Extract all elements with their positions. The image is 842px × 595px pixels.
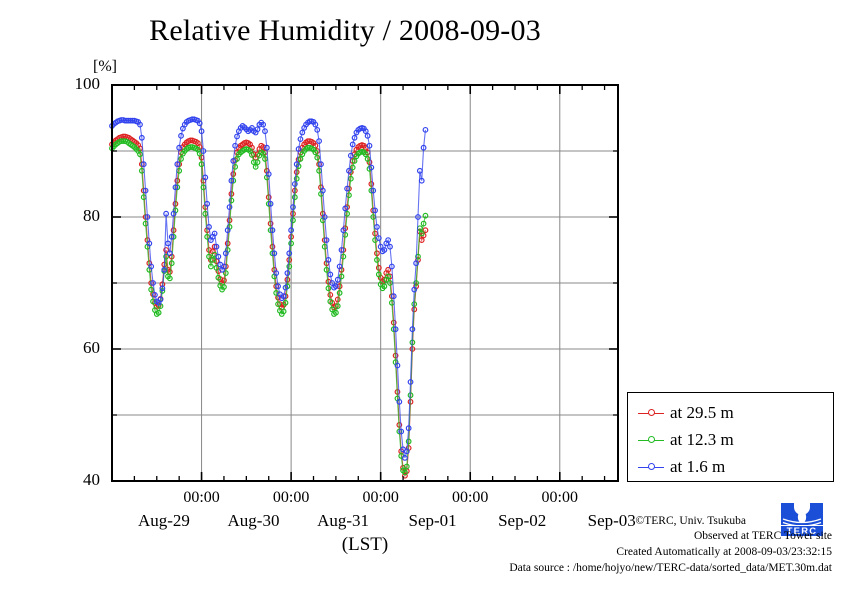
x-tick-date-label: Sep-03 xyxy=(587,511,636,530)
x-tick-date-label: Aug-29 xyxy=(137,511,190,530)
y-tick-label: 60 xyxy=(83,338,100,357)
legend-label: at 12.3 m xyxy=(670,430,734,449)
x-tick-time-label: 00:00 xyxy=(541,489,578,506)
legend-item-1[interactable]: at 12.3 m xyxy=(638,426,734,454)
y-tick-label: 40 xyxy=(83,470,100,489)
footer-line-3: Created Automatically at 2008-09-03/23:3… xyxy=(616,546,832,558)
y-tick-label: 80 xyxy=(83,206,100,225)
x-tick-time-label: 00:00 xyxy=(183,489,220,506)
legend-marker-line-icon xyxy=(638,461,664,473)
x-tick-date-label: Aug-31 xyxy=(317,511,370,530)
svg-text:TERC: TERC xyxy=(787,526,818,537)
x-tick-date-label: Sep-01 xyxy=(408,511,457,530)
y-axis-unit-label: [%] xyxy=(93,58,117,75)
legend-item-0[interactable]: at 29.5 m xyxy=(638,399,734,427)
x-tick-date-label: Aug-30 xyxy=(227,511,280,530)
footer-line-4: Data source : /home/hojyo/new/TERC-data/… xyxy=(509,562,832,574)
x-tick-time-label: 00:00 xyxy=(362,489,399,506)
terc-logo-icon: TERC xyxy=(781,503,823,537)
legend: at 29.5 m at 12.3 m at 1.6 m xyxy=(627,392,834,482)
x-tick-date-label: Sep-02 xyxy=(498,511,547,530)
x-tick-time-label: 00:00 xyxy=(272,489,310,506)
gridlines xyxy=(112,85,618,481)
y-tick-label: 100 xyxy=(74,74,101,93)
legend-marker-line-icon xyxy=(638,434,664,446)
data-series-layer xyxy=(109,116,429,479)
legend-label: at 1.6 m xyxy=(670,457,726,476)
axes-layer xyxy=(111,84,619,482)
legend-label: at 29.5 m xyxy=(670,403,734,422)
x-axis-title: (LST) xyxy=(341,534,389,555)
chart-title: Relative Humidity / 2008-09-03 xyxy=(149,14,541,47)
legend-marker-line-icon xyxy=(638,407,664,419)
legend-item-2[interactable]: at 1.6 m xyxy=(638,453,725,481)
x-tick-time-label: 00:00 xyxy=(451,489,489,506)
footer-line-1: ©TERC, Univ. Tsukuba xyxy=(635,515,746,527)
footer-line-2: Observed at TERC Tower site xyxy=(693,530,832,542)
